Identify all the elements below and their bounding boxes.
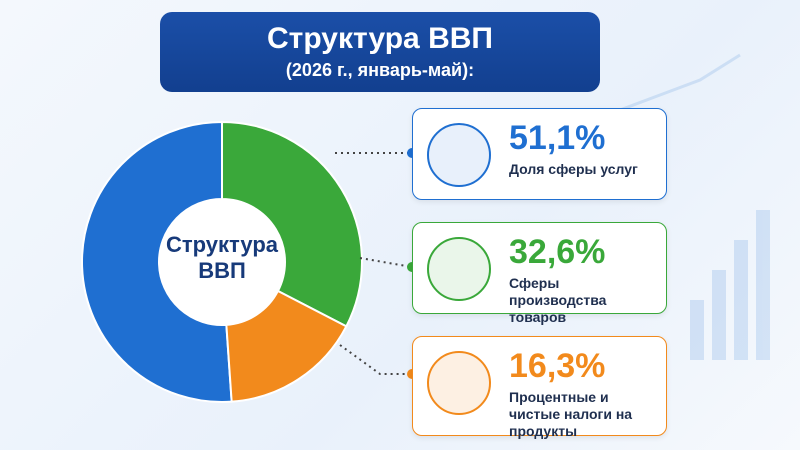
title-box: Структура ВВП (2026 г., январь-май): (160, 12, 600, 92)
value-label: 32,6% (509, 233, 606, 271)
connector (359, 257, 413, 268)
icon-badge (427, 123, 491, 187)
chart-title: Структура ВВП (267, 22, 493, 55)
value-label: 51,1% (509, 119, 606, 157)
value-label: 16,3% (509, 347, 606, 385)
center-label: Структура ВВП (166, 232, 278, 283)
decor-bars (619, 53, 770, 360)
legend-label: Сферы производства товаров (509, 275, 607, 325)
icon-badge (427, 351, 491, 415)
icon-badge (427, 237, 491, 301)
legend-card: 32,6% Сферы производства товаров (412, 222, 667, 325)
chart-subtitle: (2026 г., январь-май): (285, 60, 475, 80)
connector (339, 344, 412, 375)
legend-label: Доля сферы услуг (509, 161, 638, 177)
legend-card: 51,1% Доля сферы услуг (412, 108, 667, 200)
donut-hole (159, 199, 285, 325)
legend-card: 16,3% Процентные и чистые налоги на проду… (412, 336, 667, 439)
legend-label: Процентные и чистые налоги на продукты (509, 389, 633, 439)
